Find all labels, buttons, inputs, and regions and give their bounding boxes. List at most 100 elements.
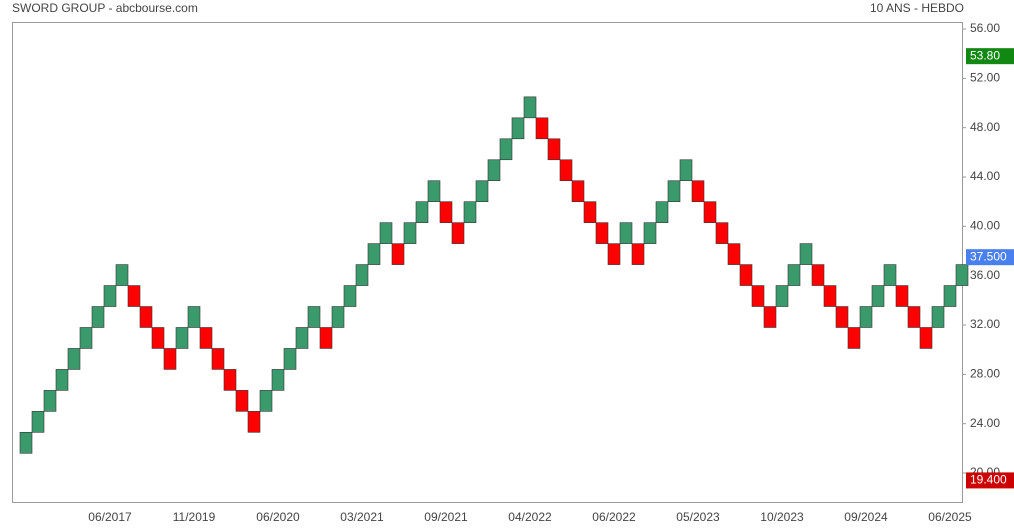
brick bbox=[379, 222, 393, 244]
x-tick-label: 06/2017 bbox=[88, 510, 132, 524]
brick bbox=[223, 369, 237, 391]
y-tick-label: 40.00 bbox=[970, 219, 1000, 233]
brick bbox=[187, 306, 201, 328]
brick bbox=[91, 306, 105, 328]
brick bbox=[955, 264, 969, 286]
price-marker bbox=[966, 472, 1014, 489]
brick bbox=[619, 222, 633, 244]
y-tick-label: 36.00 bbox=[970, 268, 1000, 282]
brick bbox=[79, 327, 93, 349]
brick bbox=[511, 117, 525, 140]
brick bbox=[403, 222, 417, 244]
brick bbox=[139, 306, 153, 328]
brick bbox=[547, 138, 561, 161]
price-marker-label: 37.500 bbox=[970, 249, 1007, 263]
brick bbox=[31, 411, 45, 433]
chart-title: SWORD GROUP - abcbourse.com bbox=[12, 1, 198, 15]
brick bbox=[571, 180, 585, 202]
brick bbox=[259, 390, 273, 412]
brick bbox=[895, 285, 909, 307]
brick bbox=[43, 390, 57, 412]
brick bbox=[367, 243, 381, 265]
brick bbox=[787, 264, 801, 286]
brick bbox=[907, 306, 921, 328]
brick bbox=[439, 201, 453, 223]
brick bbox=[655, 201, 669, 223]
brick bbox=[811, 264, 825, 286]
brick bbox=[307, 306, 321, 328]
brick bbox=[523, 96, 537, 119]
brick bbox=[847, 327, 861, 349]
brick bbox=[235, 390, 249, 412]
brick bbox=[643, 222, 657, 244]
brick bbox=[115, 264, 129, 286]
x-tick-label: 05/2023 bbox=[676, 510, 720, 524]
brick bbox=[271, 369, 285, 391]
brick bbox=[331, 306, 345, 328]
brick bbox=[631, 243, 645, 265]
x-tick-label: 04/2022 bbox=[508, 510, 552, 524]
brick bbox=[415, 201, 429, 223]
price-marker bbox=[966, 249, 1014, 266]
brick bbox=[55, 369, 69, 391]
brick bbox=[175, 327, 189, 349]
brick bbox=[799, 243, 813, 265]
plot-frame bbox=[12, 22, 963, 503]
brick bbox=[463, 201, 477, 223]
brick bbox=[295, 327, 309, 349]
brick bbox=[151, 327, 165, 349]
brick bbox=[475, 180, 489, 202]
brick bbox=[727, 243, 741, 265]
brick bbox=[103, 285, 117, 307]
chart-subtitle: 10 ANS - HEBDO bbox=[870, 1, 964, 15]
brick bbox=[919, 327, 933, 349]
brick bbox=[391, 243, 405, 265]
brick bbox=[739, 264, 753, 286]
brick bbox=[499, 138, 513, 161]
brick bbox=[667, 180, 681, 202]
brick bbox=[559, 159, 573, 182]
y-tick-label: 48.00 bbox=[970, 120, 1000, 134]
price-marker-label: 19.400 bbox=[970, 473, 1007, 487]
brick bbox=[355, 264, 369, 286]
brick bbox=[931, 306, 945, 328]
brick bbox=[535, 117, 549, 140]
brick bbox=[343, 285, 357, 307]
y-tick-label: 32.00 bbox=[970, 317, 1000, 331]
brick bbox=[319, 327, 333, 349]
brick bbox=[679, 159, 693, 182]
price-marker-label: 53.80 bbox=[970, 48, 1000, 62]
brick bbox=[283, 348, 297, 370]
brick bbox=[67, 348, 81, 370]
brick bbox=[583, 201, 597, 223]
brick bbox=[163, 348, 177, 370]
brick bbox=[247, 411, 261, 433]
y-tick-label: 52.00 bbox=[970, 71, 1000, 85]
price-marker bbox=[966, 48, 1014, 65]
brick bbox=[859, 306, 873, 328]
brick bbox=[823, 285, 837, 307]
x-tick-label: 09/2024 bbox=[844, 510, 888, 524]
brick bbox=[595, 222, 609, 244]
brick bbox=[199, 327, 213, 349]
x-tick-label: 09/2021 bbox=[424, 510, 468, 524]
brick bbox=[451, 222, 465, 244]
y-tick-label: 28.00 bbox=[970, 367, 1000, 381]
brick bbox=[715, 222, 729, 244]
brick bbox=[883, 264, 897, 286]
brick bbox=[211, 348, 225, 370]
brick bbox=[691, 180, 705, 202]
brick bbox=[127, 285, 141, 307]
brick bbox=[943, 285, 957, 307]
x-tick-label: 06/2020 bbox=[256, 510, 300, 524]
brick bbox=[751, 285, 765, 307]
brick bbox=[763, 306, 777, 328]
brick bbox=[487, 159, 501, 182]
y-tick-label: 24.00 bbox=[970, 416, 1000, 430]
brick bbox=[835, 306, 849, 328]
brick bbox=[775, 285, 789, 307]
brick bbox=[427, 180, 441, 202]
x-tick-label: 06/2022 bbox=[592, 510, 636, 524]
brick bbox=[607, 243, 621, 265]
